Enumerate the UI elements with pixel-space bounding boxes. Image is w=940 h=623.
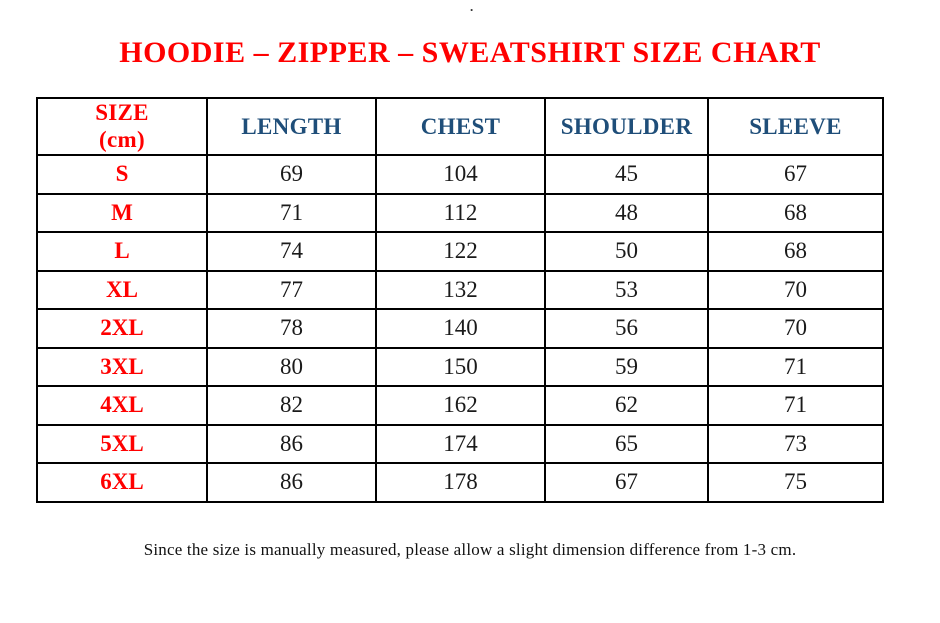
header-size-line2: (cm) <box>99 126 145 152</box>
size-label-cell: 3XL <box>36 346 208 387</box>
table-header-row: SIZE (cm) LENGTH CHEST SHOULDER SLEEVE <box>36 97 884 156</box>
sleeve-cell: 73 <box>707 423 884 464</box>
chest-cell: 174 <box>375 423 546 464</box>
length-cell: 82 <box>206 385 377 426</box>
chest-cell: 112 <box>375 192 546 233</box>
chest-cell: 150 <box>375 346 546 387</box>
sleeve-cell: 68 <box>707 231 884 272</box>
table-row-5xl: 5XL 86 174 65 73 <box>36 423 884 464</box>
sleeve-cell: 70 <box>707 269 884 310</box>
shoulder-cell: 62 <box>544 385 709 426</box>
size-chart-table: SIZE (cm) LENGTH CHEST SHOULDER SLEEVE S… <box>36 97 884 503</box>
size-label-cell: L <box>36 231 208 272</box>
chest-cell: 162 <box>375 385 546 426</box>
shoulder-cell: 50 <box>544 231 709 272</box>
header-size-cm: SIZE (cm) <box>36 97 208 156</box>
size-label-cell: S <box>36 154 208 195</box>
length-cell: 86 <box>206 423 377 464</box>
shoulder-cell: 45 <box>544 154 709 195</box>
table-row-l: L 74 122 50 68 <box>36 231 884 272</box>
shoulder-cell: 59 <box>544 346 709 387</box>
length-cell: 80 <box>206 346 377 387</box>
sleeve-cell: 67 <box>707 154 884 195</box>
size-label-cell: XL <box>36 269 208 310</box>
table-header: SIZE (cm) LENGTH CHEST SHOULDER SLEEVE <box>36 97 884 156</box>
table-row-m: M 71 112 48 68 <box>36 192 884 233</box>
chest-cell: 122 <box>375 231 546 272</box>
shoulder-cell: 65 <box>544 423 709 464</box>
header-size-line1: SIZE <box>95 100 149 126</box>
sleeve-cell: 75 <box>707 462 884 503</box>
footer-note: Since the size is manually measured, ple… <box>143 540 797 559</box>
sleeve-cell: 68 <box>707 192 884 233</box>
length-cell: 71 <box>206 192 377 233</box>
header-length: LENGTH <box>206 97 377 156</box>
sleeve-cell: 70 <box>707 308 884 349</box>
table-row-xl: XL 77 132 53 70 <box>36 269 884 310</box>
table-body: S 69 104 45 67 M 71 112 48 68 L 74 122 5… <box>36 154 884 503</box>
length-cell: 78 <box>206 308 377 349</box>
table-row-s: S 69 104 45 67 <box>36 154 884 195</box>
shoulder-cell: 53 <box>544 269 709 310</box>
shoulder-cell: 48 <box>544 192 709 233</box>
sleeve-cell: 71 <box>707 385 884 426</box>
sleeve-cell: 71 <box>707 346 884 387</box>
size-label-cell: 4XL <box>36 385 208 426</box>
shoulder-cell: 67 <box>544 462 709 503</box>
length-cell: 74 <box>206 231 377 272</box>
size-label-cell: M <box>36 192 208 233</box>
header-chest: CHEST <box>375 97 546 156</box>
chest-cell: 178 <box>375 462 546 503</box>
length-cell: 77 <box>206 269 377 310</box>
length-cell: 86 <box>206 462 377 503</box>
header-sleeve: SLEEVE <box>707 97 884 156</box>
chest-cell: 132 <box>375 269 546 310</box>
chest-cell: 104 <box>375 154 546 195</box>
table-row-4xl: 4XL 82 162 62 71 <box>36 385 884 426</box>
shoulder-cell: 56 <box>544 308 709 349</box>
length-cell: 69 <box>206 154 377 195</box>
size-label-cell: 2XL <box>36 308 208 349</box>
size-label-cell: 5XL <box>36 423 208 464</box>
table-row-2xl: 2XL 78 140 56 70 <box>36 308 884 349</box>
stray-period-mark: . <box>470 0 474 14</box>
chest-cell: 140 <box>375 308 546 349</box>
table-row-6xl: 6XL 86 178 67 75 <box>36 462 884 503</box>
table-row-3xl: 3XL 80 150 59 71 <box>36 346 884 387</box>
header-shoulder: SHOULDER <box>544 97 709 156</box>
page-title: HOODIE – ZIPPER – SWEATSHIRT SIZE CHART <box>119 36 821 69</box>
size-label-cell: 6XL <box>36 462 208 503</box>
